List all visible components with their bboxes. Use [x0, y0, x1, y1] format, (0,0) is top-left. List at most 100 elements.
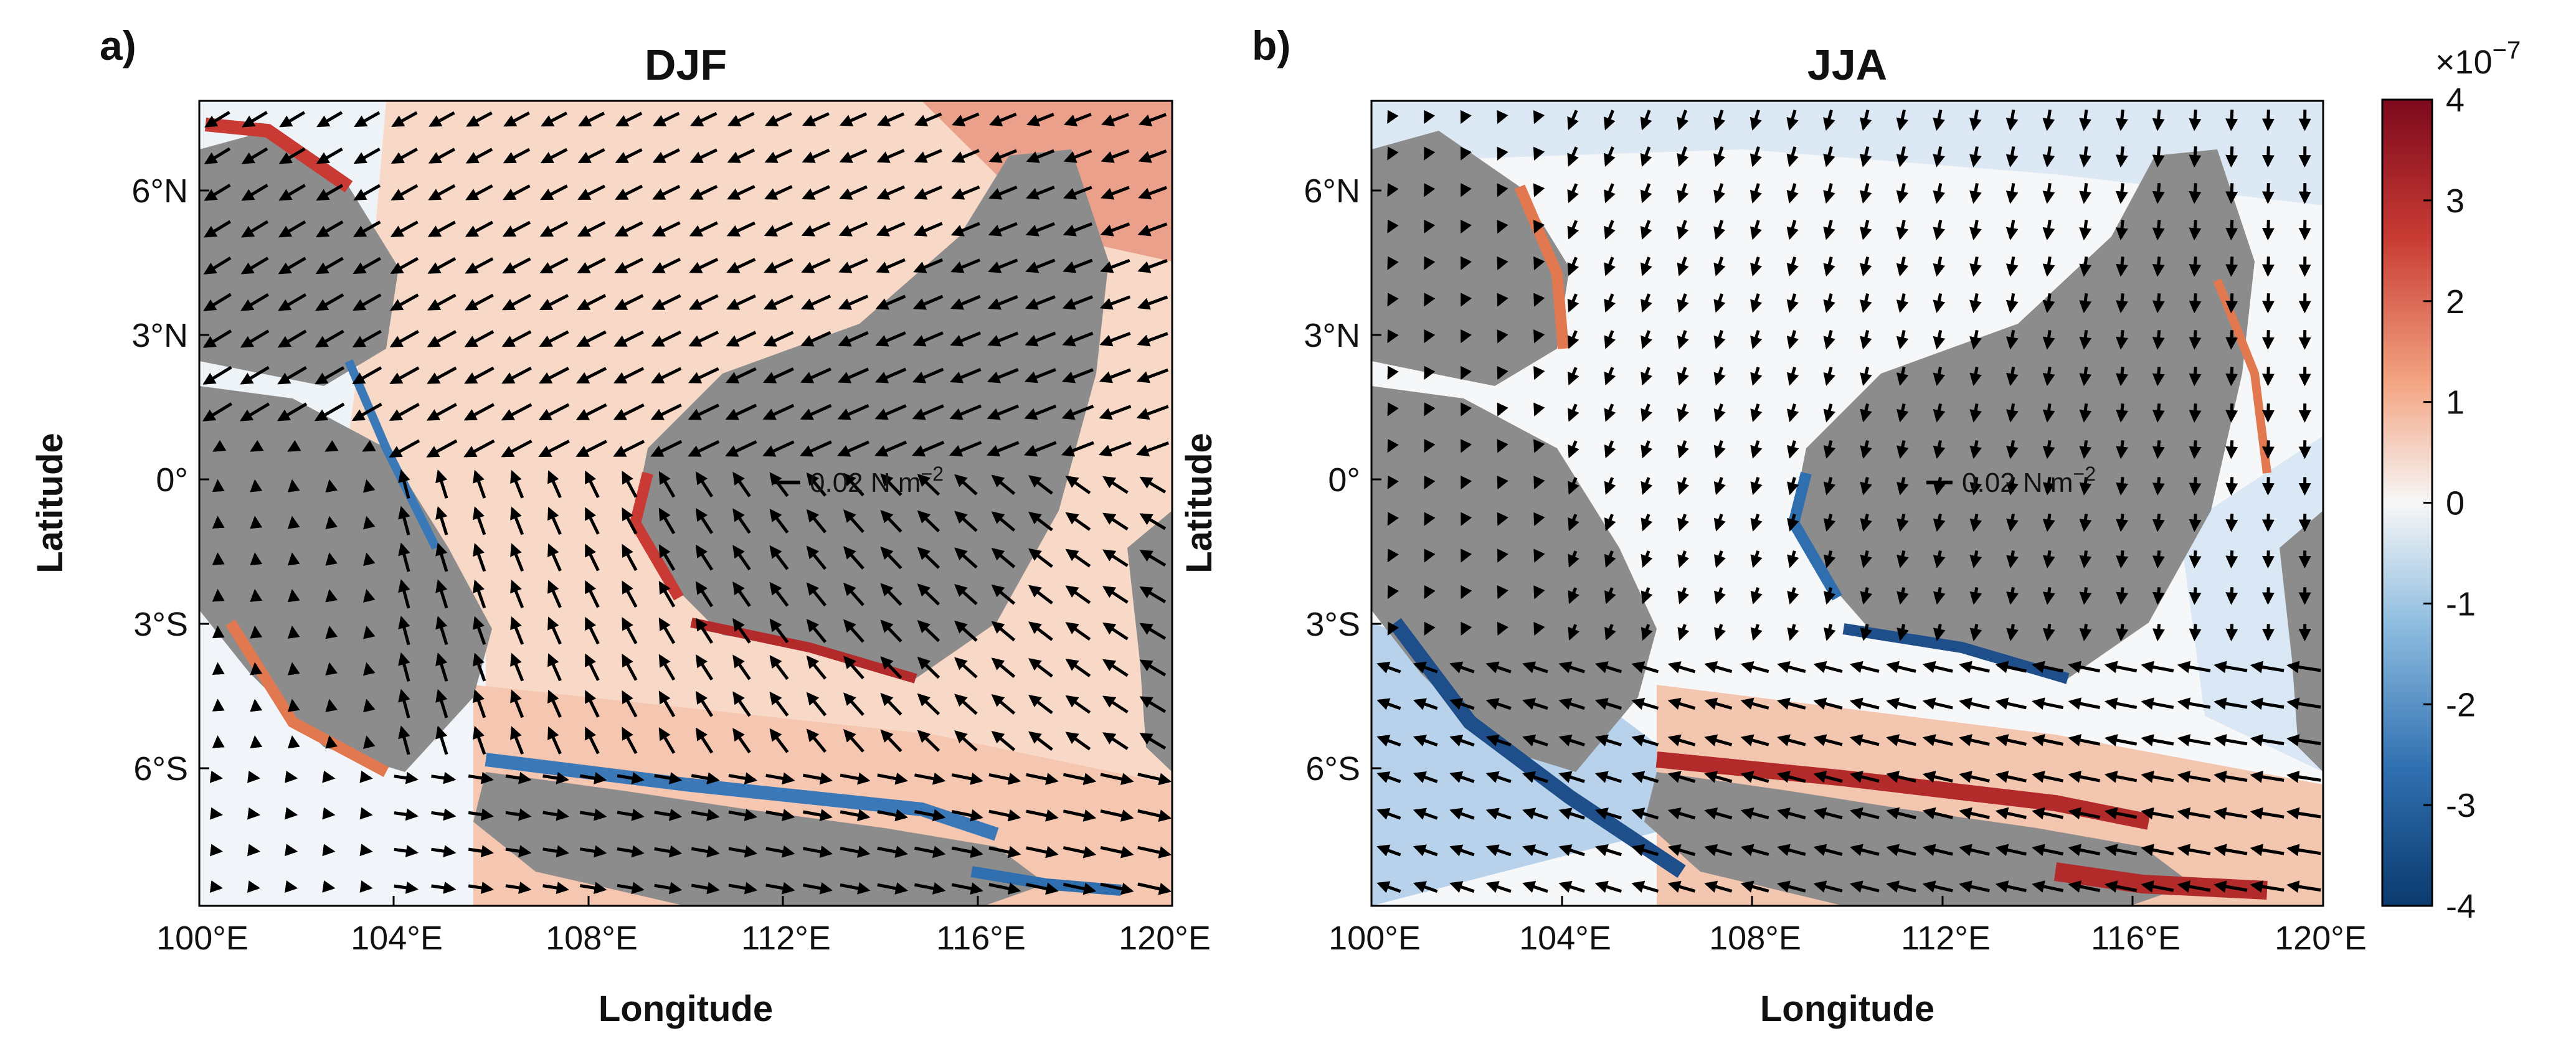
wind-vector	[505, 808, 532, 821]
wind-vector	[874, 367, 907, 384]
wind-vector	[315, 293, 344, 311]
wind-vector	[2261, 624, 2275, 642]
wind-vector	[427, 257, 457, 274]
wind-vector	[1485, 771, 1512, 783]
wind-vector	[2104, 844, 2138, 857]
wind-vector	[880, 583, 902, 606]
wind-vector	[1933, 257, 1946, 277]
wind-vector	[1922, 771, 1953, 783]
wind-vector	[1497, 402, 1508, 417]
wind-vector	[2042, 624, 2055, 641]
wind-vector	[650, 440, 683, 457]
panel-a-xtick-label: 112°E	[741, 920, 831, 957]
wind-vector	[202, 365, 232, 385]
wind-vector	[1558, 771, 1585, 783]
wind-vector	[1677, 110, 1689, 131]
wind-vector	[287, 625, 300, 639]
wind-vector	[1677, 367, 1689, 386]
wind-vector	[1604, 550, 1616, 568]
wind-vector	[501, 440, 533, 458]
wind-vector	[1137, 332, 1168, 347]
wind-vector	[1423, 256, 1436, 270]
wind-vector	[1533, 512, 1545, 527]
wind-vector	[435, 725, 448, 755]
wind-vector	[1823, 257, 1835, 277]
wind-vector	[2177, 734, 2211, 746]
panel-a-xtick-label: 116°E	[936, 920, 1026, 957]
wind-vector	[688, 294, 719, 310]
wind-vector	[1604, 587, 1616, 605]
wind-vector	[2042, 440, 2055, 459]
wind-vector	[1461, 585, 1472, 600]
wind-vector	[2250, 807, 2285, 820]
wind-vector	[539, 330, 569, 347]
wind-vector	[1568, 550, 1579, 568]
wind-vector	[394, 808, 419, 821]
wind-vector	[1969, 329, 1982, 350]
wind-vector	[658, 690, 676, 718]
wind-vector	[1896, 219, 1909, 240]
wind-vector	[547, 616, 562, 645]
wind-vector	[1413, 881, 1438, 893]
wind-vector	[2189, 624, 2202, 642]
wind-vector	[1139, 476, 1167, 494]
wind-vector	[1704, 807, 1733, 820]
wind-vector	[1933, 330, 1946, 350]
wind-vector	[1886, 807, 1916, 820]
wind-vector	[1062, 295, 1094, 310]
wind-vector	[241, 184, 268, 201]
wind-vector	[2152, 367, 2165, 387]
wind-vector	[653, 111, 680, 127]
wind-vector	[1139, 733, 1167, 750]
wind-vector	[1065, 695, 1091, 714]
wind-vector	[325, 479, 338, 493]
wind-vector	[473, 469, 486, 499]
colorbar-tick-label: 0	[2446, 485, 2465, 522]
wind-vector	[1099, 295, 1131, 310]
wind-vector	[2042, 109, 2055, 131]
wind-vector	[727, 185, 755, 200]
wind-vector	[1136, 405, 1169, 420]
wind-vector	[1750, 146, 1762, 167]
wind-vector	[1713, 293, 1726, 313]
wind-vector	[1922, 807, 1953, 820]
wind-vector	[1896, 256, 1909, 277]
wind-vector	[435, 616, 448, 646]
panel-b-xtick-label: 108°E	[1709, 920, 1801, 957]
wind-vector	[1568, 514, 1579, 532]
wind-vector	[1522, 698, 1548, 710]
wind-vector	[1933, 367, 1946, 387]
wind-vector	[538, 403, 570, 421]
wind-vector	[584, 653, 600, 681]
wind-vector	[2116, 293, 2128, 314]
panel-a-ytick-label: 3°N	[131, 317, 188, 354]
wind-vector	[1567, 146, 1579, 167]
wind-vector	[1497, 548, 1509, 563]
wind-vector	[1522, 880, 1548, 893]
wind-vector	[1568, 403, 1579, 422]
wind-vector	[539, 367, 569, 384]
wind-vector	[1886, 661, 1916, 674]
wind-vector	[1063, 186, 1092, 200]
wind-vector	[240, 220, 269, 238]
wind-vector	[2261, 514, 2275, 532]
wind-vector	[391, 111, 418, 128]
wind-vector	[2189, 367, 2202, 387]
wind-vector	[1376, 771, 1401, 783]
wind-vector	[1413, 735, 1438, 747]
panel-b-wind-vectors	[1376, 109, 2321, 893]
wind-vector	[880, 729, 902, 753]
wind-vector	[949, 367, 982, 384]
wind-vector	[362, 662, 376, 676]
wind-vector	[1969, 587, 1982, 605]
wind-vector	[654, 845, 683, 858]
wind-vector	[465, 220, 493, 237]
panel-a: a) DJF 0.02 N m−2	[30, 22, 1211, 1029]
wind-vector	[2079, 219, 2092, 241]
wind-vector	[691, 809, 720, 821]
wind-vector	[1023, 441, 1057, 457]
wind-vector	[577, 184, 606, 200]
panel-a-ytick-label: 6°N	[131, 172, 188, 210]
wind-vector	[1460, 475, 1472, 490]
wind-vector	[353, 148, 381, 164]
